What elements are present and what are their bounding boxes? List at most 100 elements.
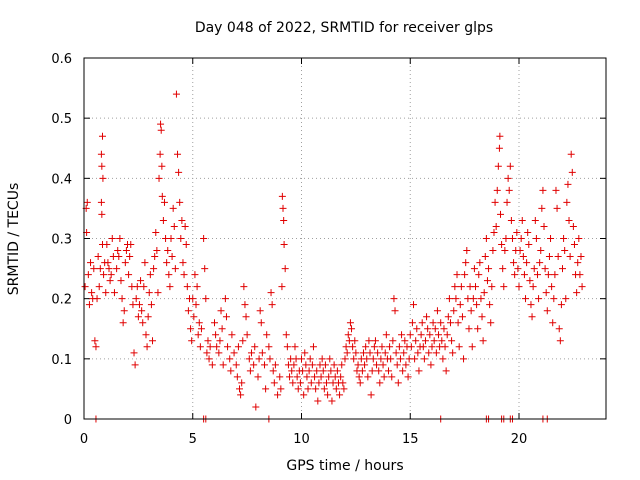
data-point — [196, 343, 204, 351]
data-point — [414, 349, 422, 357]
data-point — [156, 150, 164, 158]
data-point — [481, 253, 489, 261]
data-point — [216, 337, 224, 345]
data-point — [448, 337, 456, 345]
data-point — [502, 235, 510, 242]
data-point — [133, 283, 141, 291]
data-point — [399, 367, 407, 375]
data-point — [527, 301, 535, 309]
data-point — [202, 295, 210, 303]
data-point — [217, 307, 225, 315]
data-point — [415, 367, 423, 375]
data-point — [536, 259, 544, 267]
data-point — [228, 331, 236, 339]
data-point — [98, 210, 106, 218]
data-point — [144, 313, 152, 321]
data-point — [261, 361, 269, 369]
data-point — [300, 391, 308, 399]
data-point — [574, 259, 582, 267]
data-point — [212, 331, 220, 339]
data-point — [501, 247, 509, 255]
data-point — [189, 295, 197, 303]
data-point — [366, 349, 374, 357]
data-point — [319, 367, 327, 375]
data-point — [533, 271, 541, 279]
data-point — [141, 259, 149, 267]
data-point — [163, 259, 171, 267]
data-point — [151, 253, 159, 261]
data-point — [364, 373, 372, 381]
data-point — [413, 325, 421, 333]
data-point — [213, 343, 221, 351]
data-point — [179, 259, 187, 267]
data-point — [306, 355, 314, 363]
data-point — [158, 192, 166, 200]
data-point — [226, 355, 234, 363]
data-point — [296, 379, 304, 387]
data-point — [304, 385, 312, 393]
data-point — [308, 361, 316, 369]
data-point — [157, 126, 165, 134]
data-point — [525, 241, 533, 249]
data-point — [493, 186, 501, 194]
data-point — [192, 301, 200, 309]
data-point — [529, 283, 537, 291]
data-point — [320, 385, 328, 393]
data-point — [337, 373, 345, 381]
data-point — [145, 289, 153, 297]
data-point — [465, 325, 473, 333]
data-point — [309, 343, 317, 351]
data-point — [174, 150, 182, 158]
data-point — [293, 373, 301, 381]
data-point — [356, 379, 364, 387]
data-point — [535, 295, 543, 303]
data-point — [277, 385, 285, 393]
data-point — [430, 337, 438, 345]
data-point — [576, 271, 584, 279]
data-point — [184, 307, 192, 315]
data-point — [451, 283, 459, 291]
data-point — [395, 343, 403, 351]
data-point — [428, 343, 436, 351]
data-point — [530, 265, 538, 273]
data-point — [330, 361, 338, 369]
data-point — [166, 283, 174, 291]
data-point — [570, 241, 578, 249]
data-point — [507, 216, 515, 224]
data-point — [262, 385, 270, 393]
chart-title: Day 048 of 2022, SRMTID for receiver glp… — [195, 20, 493, 36]
data-point — [385, 367, 392, 375]
data-point — [246, 367, 254, 375]
data-point — [116, 235, 124, 242]
plot-frame — [83, 57, 607, 420]
x-axis-label: GPS time / hours — [286, 458, 403, 474]
data-point — [439, 355, 447, 363]
data-point — [408, 319, 416, 327]
data-point — [388, 373, 396, 381]
data-point — [206, 343, 214, 351]
data-point — [380, 373, 388, 381]
data-point — [479, 337, 487, 345]
data-point — [208, 361, 216, 369]
data-point — [550, 295, 558, 303]
data-point — [303, 373, 311, 381]
data-point — [532, 235, 540, 242]
y-tick-label: 0 — [64, 413, 72, 428]
data-point — [242, 313, 250, 321]
data-point — [379, 361, 387, 369]
data-point — [117, 277, 125, 285]
data-point — [97, 198, 105, 206]
data-point — [411, 355, 419, 363]
data-point — [540, 222, 548, 230]
data-point — [472, 283, 479, 291]
data-point — [87, 259, 95, 267]
data-point — [349, 343, 357, 351]
data-point — [183, 283, 191, 291]
data-point — [211, 319, 218, 327]
data-point — [362, 343, 370, 351]
data-point — [400, 349, 408, 357]
data-point — [452, 295, 460, 303]
data-point — [146, 271, 154, 279]
data-point — [437, 319, 445, 327]
data-point — [175, 168, 183, 176]
